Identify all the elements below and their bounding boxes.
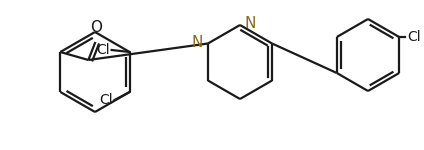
Text: Cl: Cl [96, 43, 110, 57]
Text: N: N [192, 35, 203, 50]
Text: N: N [245, 16, 257, 32]
Text: O: O [90, 20, 102, 35]
Text: Cl: Cl [99, 93, 113, 107]
Text: Cl: Cl [407, 30, 421, 44]
